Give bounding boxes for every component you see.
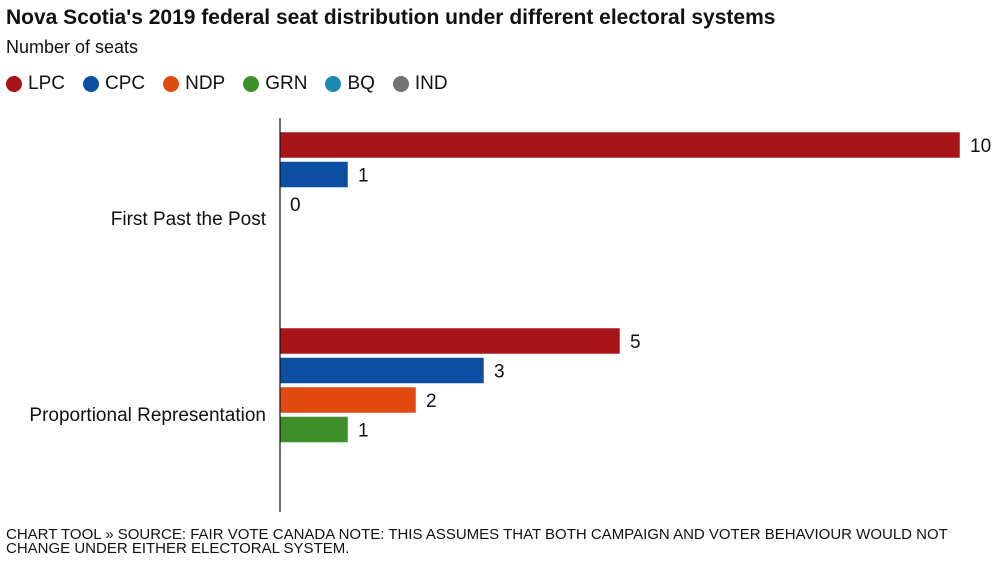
legend-label: IND: [414, 73, 448, 94]
chart-subtitle: Number of seats: [6, 37, 139, 57]
chart-title: Nova Scotia's 2019 federal seat distribu…: [6, 6, 776, 29]
data-label: 2: [426, 391, 437, 412]
legend-swatch: [6, 76, 22, 92]
category-label: First Past the Post: [111, 209, 267, 230]
bar-grn: [279, 416, 349, 443]
bar-ndp: [279, 386, 417, 414]
data-label: 5: [630, 332, 641, 353]
legend-label: CPC: [104, 73, 146, 94]
legend-swatch: [325, 76, 342, 92]
legend: LPC CPC NDP GRN BQ IND: [6, 73, 448, 95]
legend-item-bq: BQ: [325, 73, 375, 95]
legend-swatch: [243, 76, 260, 92]
legend-item-ind: IND: [392, 73, 448, 95]
legend-label: BQ: [347, 73, 375, 94]
legend-swatch: [163, 76, 180, 92]
bar-lpc: [279, 131, 961, 159]
data-label: 10: [970, 136, 991, 157]
legend-swatch: [392, 76, 409, 92]
legend-swatch: [82, 76, 99, 92]
legend-item-ndp: NDP: [163, 73, 225, 95]
bar-cpc: [279, 357, 485, 384]
footer-note: Chart tool » Source: Fair Vote Canada No…: [6, 526, 948, 557]
legend-label: NDP: [185, 73, 226, 94]
legend-item-lpc: LPC: [6, 73, 65, 95]
data-label: 3: [494, 362, 505, 383]
legend-label: GRN: [265, 73, 308, 94]
legend-item-cpc: CPC: [82, 73, 146, 95]
data-label: 0: [290, 195, 301, 216]
data-label: 1: [358, 166, 369, 187]
category-label: Proportional Representation: [29, 405, 266, 426]
legend-item-grn: GRN: [243, 73, 307, 95]
bar-lpc: [279, 327, 621, 355]
data-label: 1: [358, 421, 369, 442]
legend-label: LPC: [28, 73, 65, 94]
bar-cpc: [279, 161, 349, 188]
